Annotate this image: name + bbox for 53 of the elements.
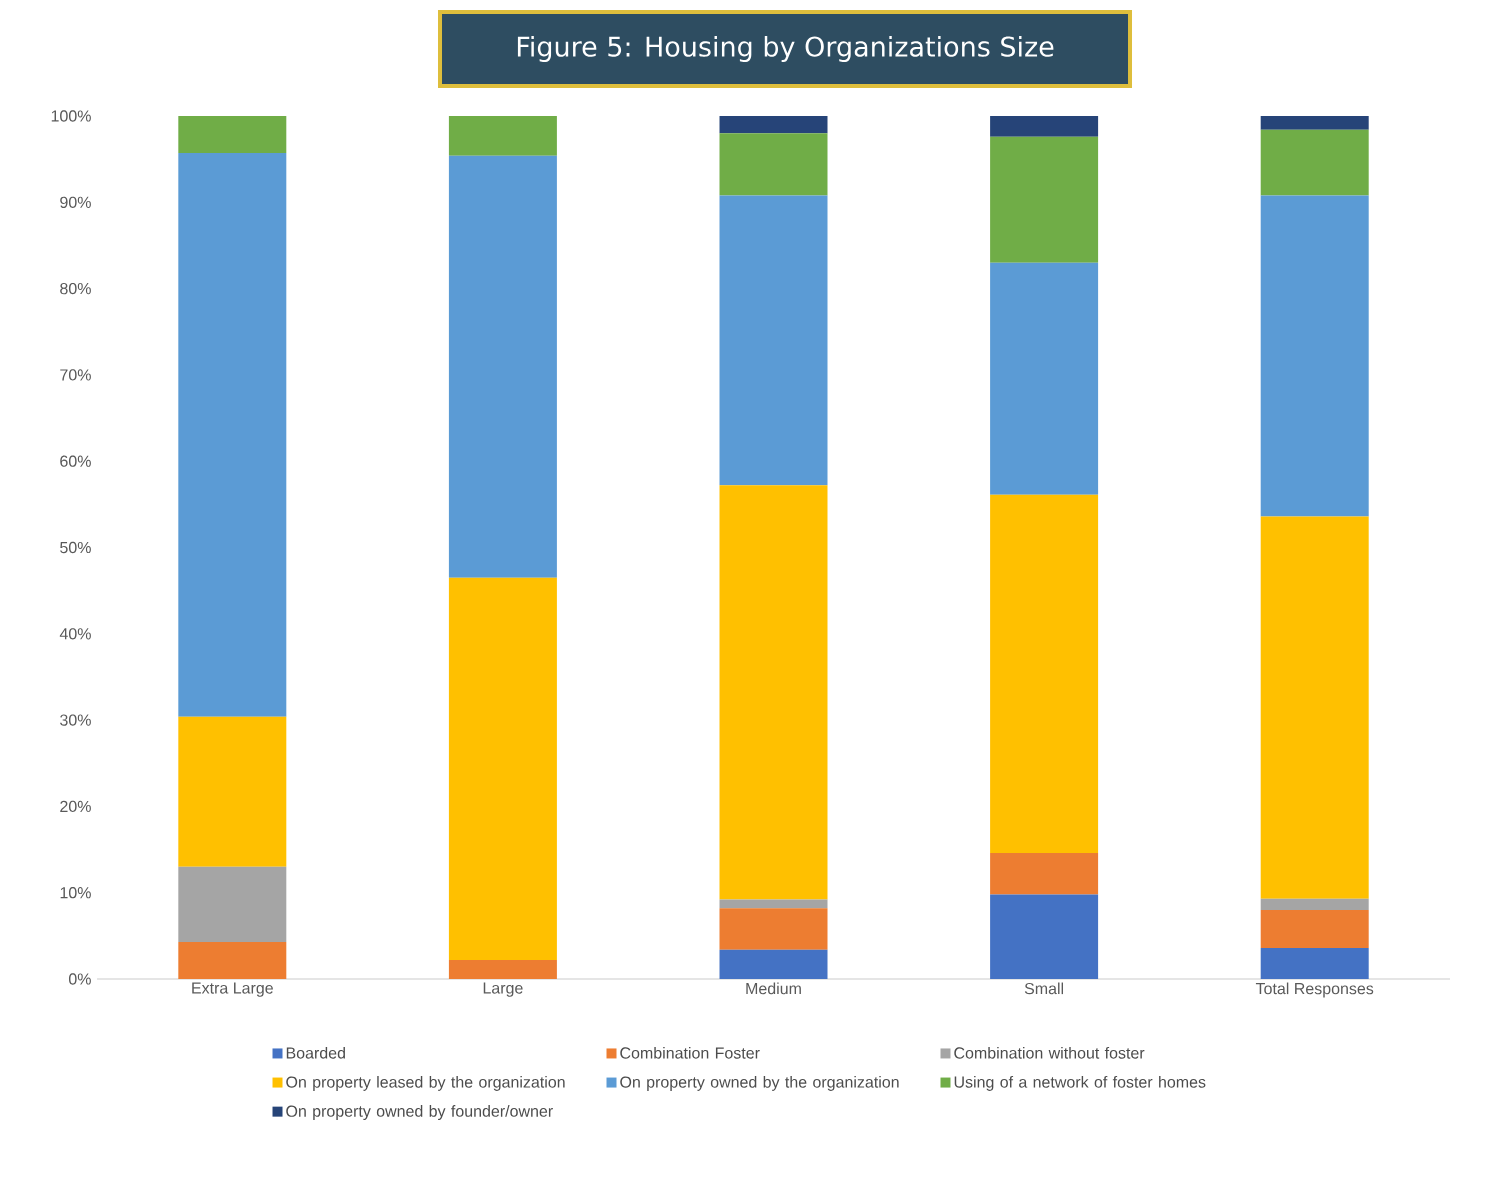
bar (1260, 898, 1369, 910)
legend-label: Combination Foster (620, 1046, 760, 1059)
y-tick-label: 10% (60, 887, 91, 899)
bar (719, 908, 828, 950)
bar (1260, 909, 1369, 948)
legend-label: Boarded (286, 1046, 345, 1059)
bar (448, 155, 557, 578)
bar (990, 852, 1099, 895)
y-tick-label: 100% (51, 110, 91, 122)
bar (1260, 115, 1369, 130)
legend-label: On property leased by the organization (286, 1076, 565, 1091)
bar (1260, 947, 1369, 979)
legend-label: On property owned by the organization (620, 1076, 899, 1091)
bar (448, 115, 557, 156)
bar (990, 494, 1099, 853)
bar (990, 115, 1099, 137)
y-tick-label: 70% (60, 369, 91, 381)
y-tick-label: 20% (60, 800, 91, 813)
x-tick-label: Medium (746, 982, 801, 995)
x-tick-label: Extra Large (192, 982, 273, 997)
bar (719, 949, 828, 979)
bar (719, 899, 828, 909)
bar (719, 133, 828, 196)
y-tick-label: 50% (60, 541, 91, 554)
x-tick-label: Total Responses (1255, 982, 1374, 998)
bar (178, 115, 287, 154)
bar (178, 153, 287, 717)
legend-label: On property owned by founder/owner (286, 1105, 553, 1121)
chart-title: Figure 5: Housing by Organizations Size (517, 35, 1054, 63)
bar (448, 960, 557, 979)
y-tick-label: 90% (60, 196, 91, 208)
x-tick-label: Small (1024, 982, 1064, 995)
bar (719, 485, 828, 900)
bar (719, 195, 828, 486)
bar (719, 115, 828, 134)
bar (990, 136, 1099, 263)
bar (990, 894, 1099, 979)
bar (448, 577, 557, 960)
legend-label: Using of a network of foster homes (954, 1076, 1206, 1091)
bar (1260, 129, 1369, 196)
y-tick-label: 0% (68, 973, 91, 985)
bar (178, 716, 287, 867)
y-tick-label: 60% (60, 455, 91, 467)
x-tick-label: Large (483, 982, 523, 997)
bar (178, 941, 287, 979)
legend-label: Combination without foster (954, 1046, 1145, 1059)
y-tick-label: 80% (60, 282, 91, 295)
bar (1260, 195, 1369, 517)
y-tick-label: 40% (59, 628, 91, 640)
bar (1260, 516, 1369, 899)
bar (990, 262, 1099, 495)
y-tick-label: 30% (60, 714, 91, 726)
bar (178, 866, 287, 942)
